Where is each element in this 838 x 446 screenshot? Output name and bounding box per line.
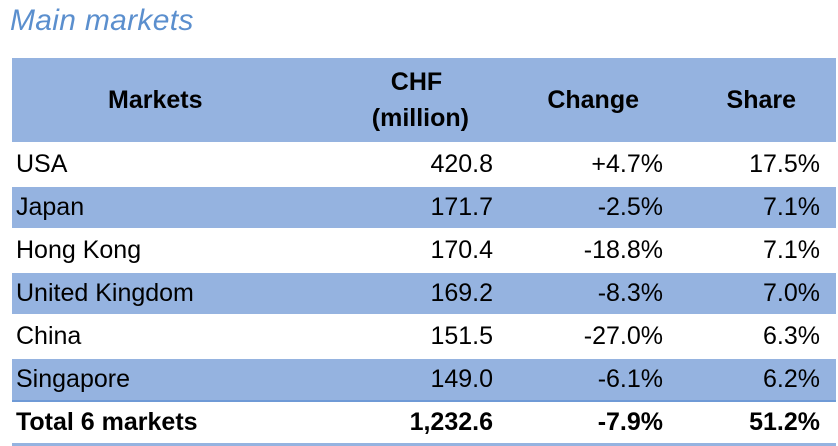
total-row: Total 6 markets 1,232.6 -7.9% 51.2% <box>12 401 836 445</box>
header-change: Change <box>547 86 639 114</box>
table-row: Japan 171.7 -2.5% 7.1% <box>12 186 836 229</box>
header-share: Share <box>726 86 796 114</box>
cell-change: -27.0% <box>583 322 663 350</box>
cell-market: Hong Kong <box>16 236 142 264</box>
header-markets: Markets <box>108 86 203 114</box>
cell-total-change: -7.9% <box>597 408 663 436</box>
cell-share: 6.2% <box>763 365 820 393</box>
page-title: Main markets <box>10 4 194 37</box>
cell-market: Singapore <box>16 365 130 393</box>
table-header: Markets CHF (million) Change Share <box>12 58 836 143</box>
cell-chf: 171.7 <box>430 193 493 221</box>
cell-total-chf: 1,232.6 <box>409 408 493 436</box>
cell-chf: 149.0 <box>430 365 493 393</box>
table-row: United Kingdom 169.2 -8.3% 7.0% <box>12 272 836 315</box>
cell-share: 7.0% <box>763 279 820 307</box>
markets-table: Markets CHF (million) Change Share USA 4… <box>12 58 836 446</box>
cell-chf: 420.8 <box>430 150 493 178</box>
table-row: Singapore 149.0 -6.1% 6.2% <box>12 358 836 401</box>
cell-total-share: 51.2% <box>749 408 820 436</box>
table-row: USA 420.8 +4.7% 17.5% <box>12 143 836 186</box>
cell-change: -2.5% <box>597 193 663 221</box>
cell-market: Japan <box>16 193 85 221</box>
cell-share: 17.5% <box>749 150 820 178</box>
cell-share: 6.3% <box>763 322 820 350</box>
cell-market: United Kingdom <box>16 279 194 307</box>
table-row: China 151.5 -27.0% 6.3% <box>12 315 836 358</box>
cell-change: -8.3% <box>597 279 663 307</box>
cell-chf: 151.5 <box>430 322 493 350</box>
cell-share: 7.1% <box>763 236 820 264</box>
cell-change: -18.8% <box>583 236 663 264</box>
cell-chf: 170.4 <box>430 236 493 264</box>
cell-share: 7.1% <box>763 193 820 221</box>
table-body: USA 420.8 +4.7% 17.5% Japan 171.7 -2.5% … <box>12 143 836 445</box>
cell-change: +4.7% <box>591 150 663 178</box>
table-row: Hong Kong 170.4 -18.8% 7.1% <box>12 229 836 272</box>
header-chf: CHF (million) <box>312 58 495 143</box>
header-row: Markets CHF (million) Change Share <box>12 58 836 143</box>
cell-chf: 169.2 <box>430 279 493 307</box>
cell-change: -6.1% <box>597 365 663 393</box>
header-chf-line1: CHF <box>390 68 443 96</box>
cell-market: China <box>16 322 82 350</box>
header-chf-line2: (million) <box>371 104 469 132</box>
cell-market: USA <box>16 150 68 178</box>
cell-total-label: Total 6 markets <box>16 408 198 436</box>
